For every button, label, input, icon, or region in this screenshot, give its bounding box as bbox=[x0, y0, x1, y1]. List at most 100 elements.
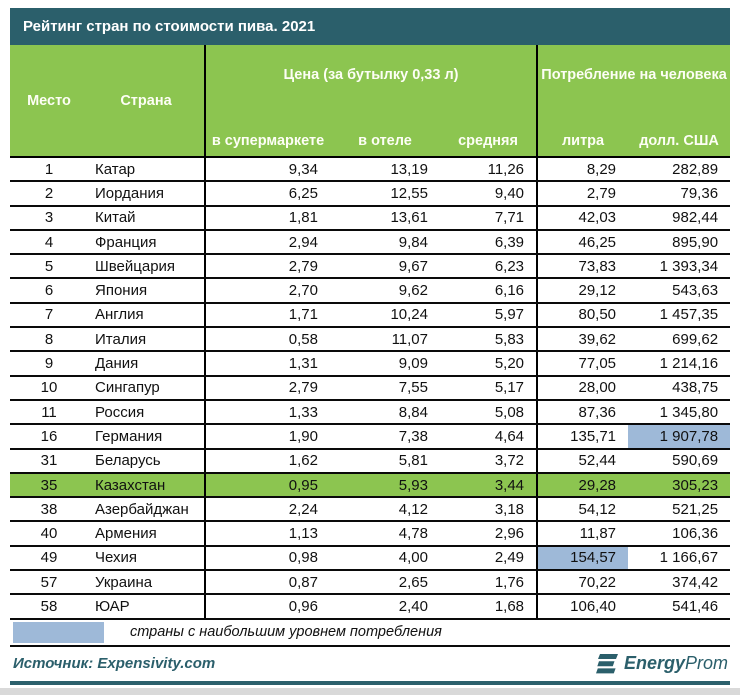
cell-country: Сингапур bbox=[88, 375, 205, 401]
cell-place: 58 bbox=[10, 594, 88, 620]
cell-liters: 77,05 bbox=[536, 351, 629, 377]
cell-country: Дания bbox=[88, 351, 205, 377]
table-row: 57 Украина 0,87 2,65 1,76 70,22 374,42 bbox=[10, 570, 731, 596]
cell-place: 4 bbox=[10, 229, 88, 256]
cell-place: 3 bbox=[10, 205, 88, 231]
energyprom-logo: EnergyProm bbox=[593, 653, 730, 675]
cell-hotel: 4,12 bbox=[330, 497, 440, 523]
cell-usd: 1 166,67 bbox=[628, 545, 731, 572]
cell-supermarket: 9,34 bbox=[204, 157, 330, 183]
cell-liters: 52,44 bbox=[536, 448, 629, 474]
cell-place: 49 bbox=[10, 545, 88, 572]
cell-supermarket: 0,58 bbox=[204, 327, 330, 353]
cell-liters: 106,40 bbox=[536, 594, 629, 620]
legend-blue-swatch bbox=[13, 621, 104, 643]
cell-supermarket: 0,98 bbox=[204, 545, 330, 572]
cell-liters: 11,87 bbox=[536, 521, 629, 547]
energyprom-logo-icon bbox=[595, 653, 618, 674]
cell-usd: 1 345,80 bbox=[628, 399, 731, 426]
cell-place: 5 bbox=[10, 254, 88, 280]
cell-hotel: 12,55 bbox=[330, 181, 440, 207]
cell-average: 5,97 bbox=[440, 302, 538, 329]
cell-country: Беларусь bbox=[88, 448, 205, 474]
cell-usd: 106,36 bbox=[628, 521, 731, 547]
cell-average: 3,44 bbox=[440, 472, 538, 499]
table-row: 3 Китай 1,81 13,61 7,71 42,03 982,44 bbox=[10, 205, 731, 231]
table-row: 4 Франция 2,94 9,84 6,39 46,25 895,90 bbox=[10, 229, 731, 256]
cell-place: 9 bbox=[10, 351, 88, 377]
cell-usd: 1 907,78 bbox=[628, 424, 731, 450]
cell-liters: 70,22 bbox=[536, 570, 629, 596]
cell-hotel: 13,61 bbox=[330, 205, 440, 231]
page-bottom-strip bbox=[0, 688, 740, 695]
cell-supermarket: 1,71 bbox=[204, 302, 330, 329]
cell-average: 6,23 bbox=[440, 254, 538, 280]
cell-country: Иордания bbox=[88, 181, 205, 207]
cell-hotel: 9,67 bbox=[330, 254, 440, 280]
cell-average: 1,76 bbox=[440, 570, 538, 596]
beer-price-table: Место Страна Цена (за бутылку 0,33 л) По… bbox=[10, 45, 731, 620]
table-body: 1 Катар 9,34 13,19 11,26 8,29 282,89 2 Иордания 6… bbox=[10, 157, 731, 620]
cell-place: 38 bbox=[10, 497, 88, 523]
cell-hotel: 10,24 bbox=[330, 302, 440, 329]
table-row: 40 Армения 1,13 4,78 2,96 11,87 106,36 bbox=[10, 521, 731, 547]
logo-text: EnergyProm bbox=[624, 653, 728, 674]
cell-liters: 80,50 bbox=[536, 302, 629, 329]
cell-hotel: 9,62 bbox=[330, 278, 440, 304]
cell-country: Украина bbox=[88, 570, 205, 596]
cell-usd: 1 457,35 bbox=[628, 302, 731, 329]
cell-usd: 521,25 bbox=[628, 497, 731, 523]
cell-country: Италия bbox=[88, 327, 205, 353]
cell-country: Катар bbox=[88, 157, 205, 183]
cell-average: 6,39 bbox=[440, 229, 538, 256]
cell-average: 2,96 bbox=[440, 521, 538, 547]
cell-place: 1 bbox=[10, 157, 88, 183]
column-header-liters: литра bbox=[536, 105, 629, 158]
footer: Источник: Expensivity.com EnergyProm bbox=[10, 647, 730, 681]
cell-liters: 29,12 bbox=[536, 278, 629, 304]
cell-supermarket: 1,33 bbox=[204, 399, 330, 426]
cell-hotel: 13,19 bbox=[330, 157, 440, 183]
cell-supermarket: 2,70 bbox=[204, 278, 330, 304]
cell-place: 8 bbox=[10, 327, 88, 353]
cell-liters: 42,03 bbox=[536, 205, 629, 231]
cell-supermarket: 0,87 bbox=[204, 570, 330, 596]
table-row: 38 Азербайджан 2,24 4,12 3,18 54,12 521,25 bbox=[10, 497, 731, 523]
logo-text-regular: Prom bbox=[684, 653, 728, 674]
cell-country: Швейцария bbox=[88, 254, 205, 280]
cell-usd: 699,62 bbox=[628, 327, 731, 353]
table-row: 58 ЮАР 0,96 2,40 1,68 106,40 541,46 bbox=[10, 594, 731, 620]
cell-average: 5,08 bbox=[440, 399, 538, 426]
cell-average: 1,68 bbox=[440, 594, 538, 620]
cell-country: Казахстан bbox=[88, 472, 205, 499]
cell-usd: 541,46 bbox=[628, 594, 731, 620]
cell-hotel: 4,00 bbox=[330, 545, 440, 572]
cell-liters: 135,71 bbox=[536, 424, 629, 450]
cell-supermarket: 1,31 bbox=[204, 351, 330, 377]
cell-hotel: 11,07 bbox=[330, 327, 440, 353]
source-text: Источник: Expensivity.com bbox=[13, 655, 216, 673]
legend-label: страны с наибольшим уровнем потребления bbox=[130, 624, 442, 641]
column-header-country: Страна bbox=[88, 45, 205, 158]
cell-place: 40 bbox=[10, 521, 88, 547]
cell-place: 2 bbox=[10, 181, 88, 207]
cell-liters: 39,62 bbox=[536, 327, 629, 353]
cell-supermarket: 1,13 bbox=[204, 521, 330, 547]
cell-country: Франция bbox=[88, 229, 205, 256]
cell-liters: 28,00 bbox=[536, 375, 629, 401]
cell-liters: 73,83 bbox=[536, 254, 629, 280]
cell-hotel: 9,09 bbox=[330, 351, 440, 377]
column-group-price: Цена (за бутылку 0,33 л) bbox=[203, 45, 538, 105]
title-bar: Рейтинг стран по стоимости пива. 2021 bbox=[10, 8, 730, 45]
cell-hotel: 5,81 bbox=[330, 448, 440, 474]
cell-place: 6 bbox=[10, 278, 88, 304]
cell-supermarket: 1,81 bbox=[204, 205, 330, 231]
cell-usd: 305,23 bbox=[628, 472, 731, 499]
cell-average: 7,71 bbox=[440, 205, 538, 231]
page-title: Рейтинг стран по стоимости пива. 2021 bbox=[23, 18, 316, 35]
bottom-rule bbox=[10, 680, 730, 685]
cell-liters: 8,29 bbox=[536, 157, 629, 183]
cell-supermarket: 2,79 bbox=[204, 254, 330, 280]
cell-place: 35 bbox=[10, 472, 88, 499]
